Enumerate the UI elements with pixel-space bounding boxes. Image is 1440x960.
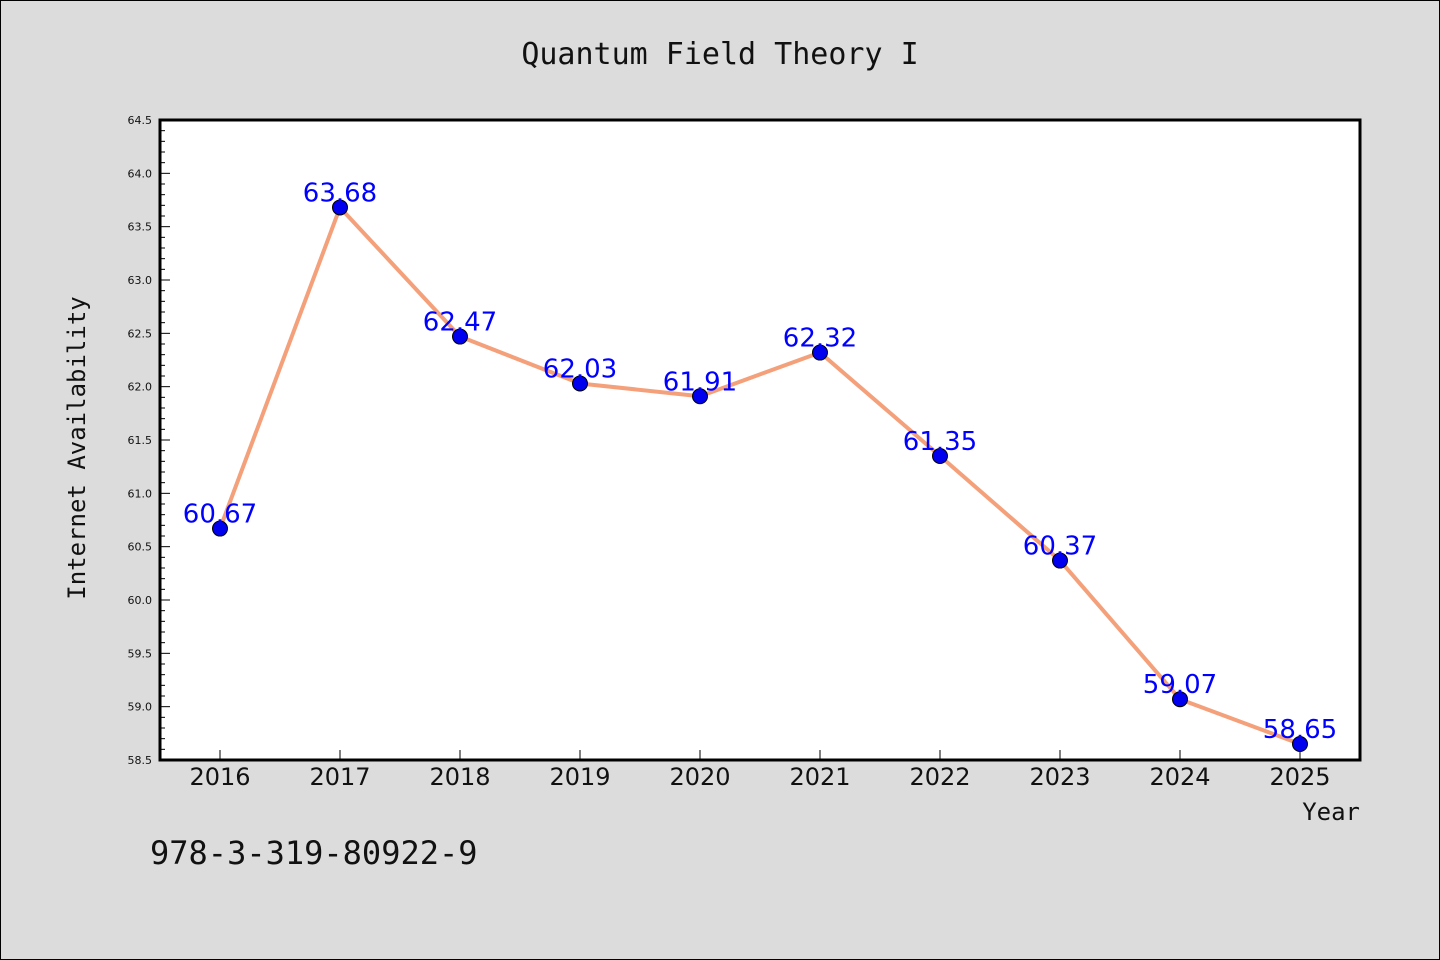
y-tick-label: 61.5 xyxy=(128,434,153,447)
data-label: 59.07 xyxy=(1143,670,1217,700)
y-tick-label: 64.5 xyxy=(128,114,153,127)
data-label: 62.47 xyxy=(423,308,497,338)
y-tick-label: 63.0 xyxy=(128,274,153,287)
data-label: 61.91 xyxy=(663,367,737,397)
y-tick-label: 59.5 xyxy=(128,647,153,660)
x-tick-label: 2022 xyxy=(909,763,970,791)
data-markers xyxy=(212,199,1308,752)
x-tick-label: 2023 xyxy=(1029,763,1090,791)
plot-border xyxy=(158,118,1362,762)
x-tick-label: 2018 xyxy=(429,763,490,791)
x-axis-ticks: 2016 2017 2018 2019 2020 2021 2022 2023 2024 2025 xyxy=(189,750,1331,791)
data-point xyxy=(572,375,588,392)
data-point xyxy=(212,520,228,537)
y-tick-label: 64.0 xyxy=(128,167,153,180)
x-tick-label: 2020 xyxy=(669,763,730,791)
y-axis-label: Internet Availability xyxy=(63,296,91,599)
data-label: 61.35 xyxy=(903,427,977,457)
y-tick-label: 58.5 xyxy=(128,754,153,767)
y-tick-label: 62.5 xyxy=(128,327,153,340)
data-label: 58.65 xyxy=(1263,715,1337,745)
x-tick-label: 2024 xyxy=(1149,763,1210,791)
data-labels: 60.67 63.68 62.47 62.03 61.91 62.32 61.35 60.37… xyxy=(183,178,1337,745)
y-tick-label: 60.5 xyxy=(128,541,153,554)
data-point xyxy=(692,388,708,405)
data-point xyxy=(812,344,828,361)
y-tick-label: 62.0 xyxy=(128,381,153,394)
isbn-footnote: 978-3-319-80922-9 xyxy=(150,834,478,872)
x-tick-label: 2025 xyxy=(1269,763,1330,791)
y-tick-label: 63.5 xyxy=(128,221,153,234)
data-label: 62.03 xyxy=(543,354,617,384)
x-tick-label: 2016 xyxy=(189,763,250,791)
x-axis-label: Year xyxy=(1302,798,1360,826)
data-point xyxy=(452,328,468,345)
data-point xyxy=(932,448,948,464)
data-point xyxy=(332,199,348,216)
x-tick-label: 2017 xyxy=(309,763,370,791)
y-tick-label: 59.0 xyxy=(128,701,153,714)
data-label: 63.68 xyxy=(303,178,377,208)
x-tick-label: 2019 xyxy=(549,763,610,791)
series-line xyxy=(218,205,1301,746)
data-point xyxy=(1292,736,1308,752)
y-tick-label: 61.0 xyxy=(128,487,153,500)
x-tick-label: 2021 xyxy=(789,763,850,791)
plot-area xyxy=(160,120,1360,760)
data-label: 60.37 xyxy=(1023,532,1097,562)
data-point xyxy=(1172,691,1188,708)
data-point xyxy=(1052,552,1068,569)
chart-title: Quantum Field Theory I xyxy=(521,37,918,72)
data-label: 60.67 xyxy=(183,500,257,530)
y-tick-label: 60.0 xyxy=(128,594,153,607)
data-label: 62.32 xyxy=(783,324,857,354)
